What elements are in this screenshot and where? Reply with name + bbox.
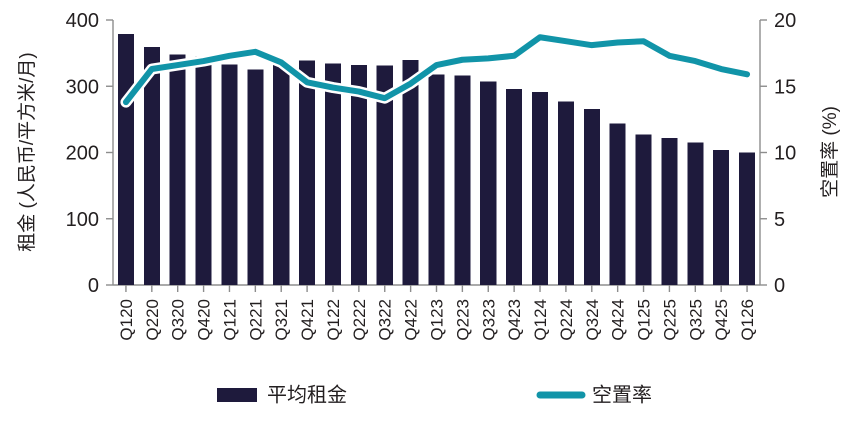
legend-swatch-average-rent [217,388,257,402]
x-tick-label-Q224: Q224 [557,299,576,341]
x-tick-label-Q126: Q126 [738,299,757,341]
x-tick-label-Q323: Q323 [479,299,498,341]
bar-Q121 [221,64,238,285]
legend-label-vacancy-rate: 空置率 [592,383,652,406]
x-tick-label-Q320: Q320 [169,299,188,341]
x-tick-label-Q121: Q121 [220,299,239,341]
y2-axis-title: 空置率 (%) [819,106,841,198]
x-tick-label-Q421: Q421 [298,299,317,341]
left-tick-label-4: 400 [66,10,99,32]
bar-series-average-rent [117,33,756,286]
x-tick-label-Q123: Q123 [428,299,447,341]
y-axis-title: 租金 (人民币/平方米/月) [16,52,38,252]
x-tick-label-Q325: Q325 [686,299,705,341]
bar-Q424 [609,123,626,285]
x-tick-label-Q122: Q122 [324,299,343,341]
x-tick-label-Q120: Q120 [117,299,136,341]
bar-Q325 [687,142,704,285]
bar-Q222 [350,65,367,285]
legend: 平均租金 空置率 [217,383,652,406]
right-axis-ticks: 0 5 10 15 20 [760,10,796,297]
right-tick-label-4: 20 [774,10,796,32]
bar-Q225 [661,137,678,285]
x-tick-label-Q222: Q222 [350,299,369,341]
bar-Q425 [713,149,730,285]
x-tick-label-Q221: Q221 [246,299,265,341]
x-tick-label-Q420: Q420 [195,299,214,341]
bar-Q323 [480,81,497,285]
bar-Q420 [195,56,212,285]
bar-Q221 [247,69,264,285]
bar-Q322 [376,65,393,286]
bar-Q422 [402,59,419,285]
x-tick-label-Q324: Q324 [583,299,602,341]
bar-Q126 [739,152,756,285]
bar-Q120 [117,33,134,285]
x-tick-label-Q322: Q322 [376,299,395,341]
x-tick-label-Q423: Q423 [505,299,524,341]
bar-Q224 [557,101,574,286]
left-tick-label-2: 200 [66,143,99,165]
left-tick-label-3: 300 [66,76,99,98]
bar-Q124 [532,92,549,286]
right-tick-label-0: 0 [774,275,785,297]
x-tick-label-Q220: Q220 [143,299,162,341]
x-tick-label-Q424: Q424 [609,299,628,341]
left-axis-ticks: 0 100 200 300 400 [66,10,113,297]
left-tick-label-0: 0 [88,275,99,297]
bar-Q423 [506,88,523,286]
x-tick-label-Q425: Q425 [712,299,731,341]
bar-Q321 [273,65,290,285]
right-tick-label-2: 10 [774,143,796,165]
x-tick-label-Q422: Q422 [402,299,421,341]
x-tick-label-Q321: Q321 [272,299,291,341]
bar-Q320 [169,54,186,286]
right-tick-label-1: 5 [774,209,785,231]
x-tick-label-Q125: Q125 [635,299,654,341]
bar-Q223 [454,75,471,286]
bar-Q125 [635,134,652,285]
x-tick-label-Q223: Q223 [453,299,472,341]
legend-label-average-rent: 平均租金 [267,383,347,406]
line-series-vacancy-rate [122,34,751,106]
bar-Q220 [143,47,160,285]
bar-Q324 [583,108,600,286]
bar-Q123 [428,74,445,285]
x-tick-label-Q225: Q225 [660,299,679,341]
x-tick-label-Q124: Q124 [531,299,550,341]
x-axis-ticks: Q120 Q220 Q320 Q420 Q121 Q221 Q321 Q421 Q122 Q222… [117,285,757,341]
left-tick-label-1: 100 [66,209,99,231]
bar-Q421 [299,60,316,285]
right-tick-label-3: 15 [774,76,796,98]
bar-Q122 [324,63,342,286]
